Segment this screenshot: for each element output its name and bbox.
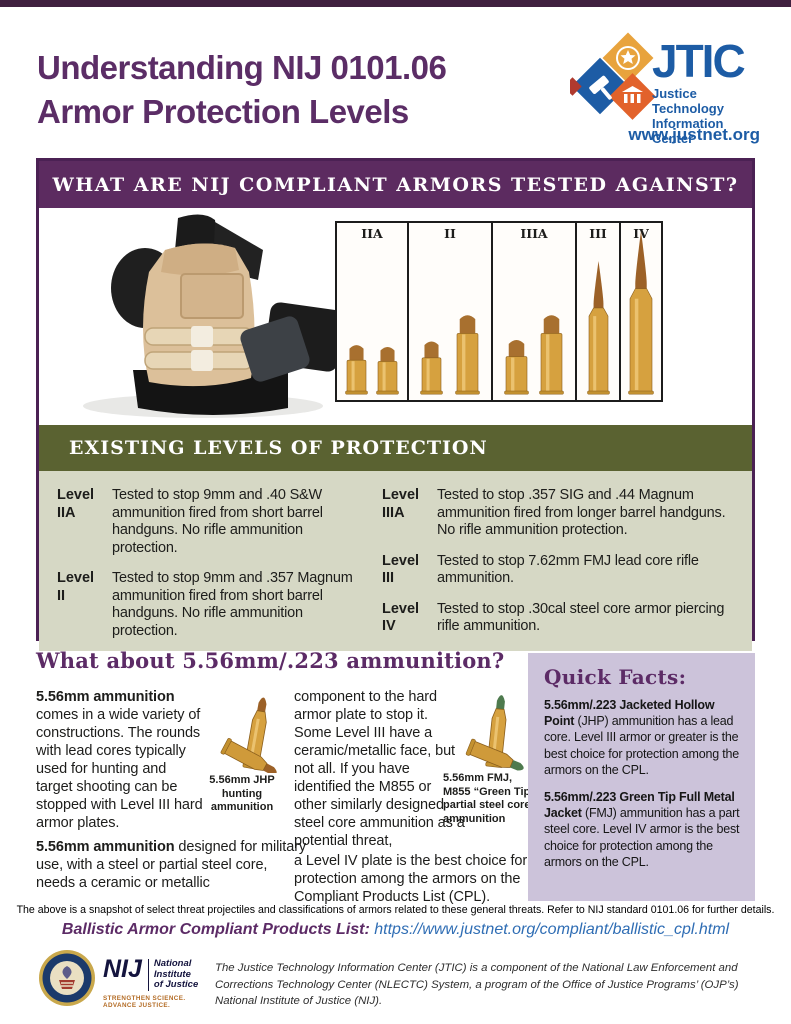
nij-name-line1: National Institute [153,958,192,980]
level-label: Level III [382,552,420,587]
jtic-logo-text: JTIC Justice Technology Information Cent… [652,38,762,146]
cpl-url-link[interactable]: https://www.justnet.org/compliant/ballis… [374,921,730,938]
level-description: Tested to stop 9mm and .40 S&W ammunitio… [112,487,323,556]
level-description: Tested to stop 7.62mm FMJ lead core rifl… [437,552,699,587]
level-label: Level IIIA [382,487,420,521]
page-title-line1: Understanding NIJ 0101.06 [37,49,447,86]
tested-against-panel: WHAT ARE NIJ COMPLIANT ARMORS TESTED AGA… [36,158,755,651]
jtic-name-line1: Justice Technology [652,86,724,116]
paragraph-lead: 5.56mm ammunition [36,839,175,855]
body-armor-image [83,214,344,418]
nij-logo-text: NIJ National Institute of Justice STRENG… [103,957,213,1009]
paragraph-lead: 5.56mm ammunition [36,689,175,705]
paragraph-rest: designed for military use, with a steel … [36,839,307,891]
cartridge-icon [539,315,565,395]
cpl-line: Ballistic Armor Compliant Products List:… [0,921,791,939]
level-row-III: Level III Tested to stop 7.62mm FMJ lead c… [382,553,740,588]
level-description: Tested to stop .30cal steel core armor p… [437,600,725,635]
level-row-II: Level II Tested to stop 9mm and .357 Magnu… [57,570,362,640]
chart-panel-IIIA: IIIA [493,223,577,400]
protection-levels-list: Level IIA Tested to stop 9mm and .40 S&W a… [39,471,752,651]
top-accent-bar [0,0,791,7]
chart-panel-label: III [589,226,607,241]
quick-facts-list: 5.56mm/.223 Jacketed Hollow Point (JHP) … [544,697,741,870]
nij-name-line2: of Justice [153,979,199,990]
paragraph-556-component: component to the hard armor plate to sto… [294,689,465,849]
cartridge-icon [586,261,610,395]
levels-column-right: Level IIIA Tested to stop .357 SIG and .44… [382,487,740,651]
level-row-IIIA: Level IIIA Tested to stop .357 SIG and .44… [382,487,740,540]
chart-panel-bullets [409,307,491,395]
cartridge-icon [454,315,480,395]
armor-image-area: IIA II IIIA III IV [39,208,752,425]
jhp-ammo-caption: 5.56mm JHP hunting ammunition [209,774,275,813]
nij-tagline: STRENGTHEN SCIENCE. ADVANCE JUSTICE. [103,994,186,1009]
levels-column-left: Level IIA Tested to stop 9mm and .40 S&W a… [57,487,362,651]
cpl-label: Ballistic Armor Compliant Products List: [61,921,370,938]
jhp-ammo-image [200,689,290,775]
nij-acronym: NIJ [103,955,142,983]
tested-against-banner: WHAT ARE NIJ COMPLIANT ARMORS TESTED AGA… [39,161,752,208]
jtic-description: The Justice Technology Information Cente… [215,962,739,1007]
cartridge-icon [503,340,529,395]
jtic-logo-icon [570,32,656,120]
chart-panel-label: II [444,226,456,241]
jtic-acronym: JTIC [652,35,746,87]
chart-panel-bullets [493,307,575,395]
chart-panel-label: IIIA [520,226,548,241]
levels-banner: EXISTING LEVELS OF PROTECTION [39,425,752,471]
chart-panel-IIA: IIA [337,223,409,400]
level-row-IIA: Level IIA Tested to stop 9mm and .40 S&W a… [57,487,362,557]
bullet-comparison-chart: IIA II IIIA III IV [335,221,663,402]
quick-fact: 5.56mm/.223 Jacketed Hollow Point (JHP) … [544,698,740,777]
chart-panel-bullets [337,337,407,395]
quick-facts-box: Quick Facts: 5.56mm/.223 Jacketed Hollow… [528,653,755,901]
paragraph-rest: comes in a wide variety of constructions… [36,707,203,831]
page-title-line2: Armor Protection Levels [37,93,409,130]
cartridge-icon [628,231,654,395]
level-label: Level IIA [57,487,95,521]
chart-panel-III: III [577,223,621,400]
cartridge-icon [420,341,444,395]
cartridge-icon [345,345,368,395]
paragraph-556-military: 5.56mm ammunition designed for military … [36,838,308,892]
chart-panel-bullets [577,259,619,395]
paragraph-556-variety: 5.56mm ammunition comes in a wide variet… [36,688,204,832]
footnote: The above is a snapshot of select threat… [16,904,775,916]
doj-seal-icon [39,950,95,1006]
level-label: Level IV [382,600,420,635]
cartridge-icon [376,346,399,395]
page-title: Understanding NIJ 0101.06 Armor Protecti… [37,46,557,134]
level-description: Tested to stop .357 SIG and .44 Magnum a… [437,487,726,538]
fmj-ammo-image [448,689,538,773]
level-description: Tested to stop 9mm and .357 Magnum ammun… [112,570,353,639]
level-row-IV: Level IV Tested to stop .30cal steel core … [382,601,740,636]
fmj-ammo-caption: 5.56mm FMJ, M855 “Green Tip” partial ste… [443,772,536,825]
chart-panel-label: IIA [361,226,383,241]
jtic-name-line2: Information Center [652,116,724,146]
justnet-url-link[interactable]: www.justnet.org [628,125,760,144]
quick-fact: 5.56mm/.223 Green Tip Full Metal Jacket … [544,790,740,869]
chart-panel-bullets [621,229,661,395]
paragraph-556-levelIV: a Level IV plate is the best choice for … [294,853,528,905]
chart-panel-IV: IV [621,223,661,400]
section-heading-556: What about 5.56mm/.223 ammunition? [36,648,505,673]
quick-facts-title: Quick Facts: [544,665,687,689]
level-label: Level II [57,570,95,604]
chart-panel-II: II [409,223,493,400]
